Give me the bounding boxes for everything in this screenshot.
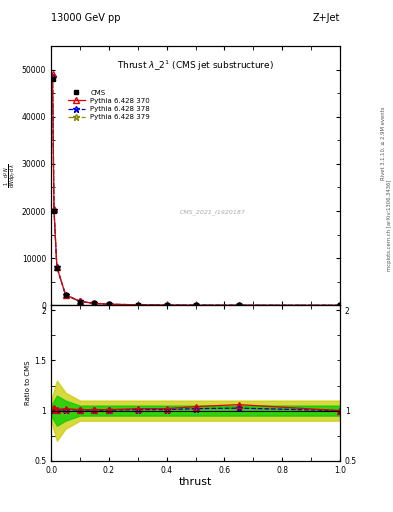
Text: 13000 GeV pp: 13000 GeV pp	[51, 13, 121, 23]
Y-axis label: $\frac{1}{\mathrm{d}N}$$\frac{\mathrm{d}^{2}N}{\mathrm{d}p_T\,\mathrm{d}\lambda}: $\frac{1}{\mathrm{d}N}$$\frac{\mathrm{d}…	[3, 163, 19, 188]
Text: Rivet 3.1.10, ≥ 2.9M events: Rivet 3.1.10, ≥ 2.9M events	[381, 106, 386, 180]
X-axis label: thrust: thrust	[179, 477, 212, 487]
Text: mcplots.cern.ch [arXiv:1306.3436]: mcplots.cern.ch [arXiv:1306.3436]	[387, 180, 391, 271]
Legend: CMS, Pythia 6.428 370, Pythia 6.428 378, Pythia 6.428 379: CMS, Pythia 6.428 370, Pythia 6.428 378,…	[66, 89, 152, 121]
Text: Z+Jet: Z+Jet	[312, 13, 340, 23]
Text: Thrust $\lambda\_2^1$ (CMS jet substructure): Thrust $\lambda\_2^1$ (CMS jet substruct…	[117, 59, 274, 73]
Text: CMS_2021_I1920187: CMS_2021_I1920187	[180, 209, 246, 215]
Y-axis label: Ratio to CMS: Ratio to CMS	[25, 361, 31, 406]
